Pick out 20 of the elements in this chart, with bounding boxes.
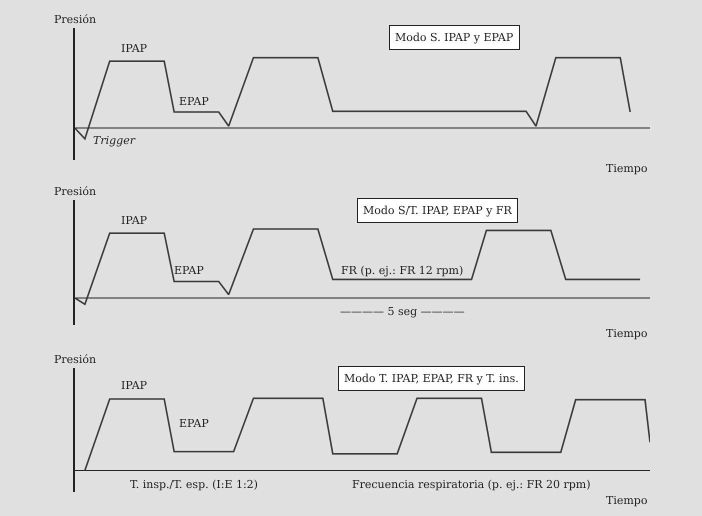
- x-axis-title: Tiempo: [606, 494, 648, 507]
- text: IPAP: [121, 379, 148, 392]
- annotation: EPAP: [179, 95, 210, 108]
- annotation: EPAP: [179, 417, 210, 430]
- annotation: FR (p. ej.: FR 12 rpm): [341, 264, 464, 277]
- chart-title: Modo T. IPAP, EPAP, FR y T. ins.: [344, 372, 519, 385]
- text: Frecuencia respiratoria (p. ej.: FR 20 rpm): [352, 478, 591, 491]
- text: T. insp./T. esp. (I:E 1:2): [130, 478, 258, 491]
- text: IPAP: [121, 214, 148, 227]
- text: ———— 5 seg ————: [340, 305, 465, 318]
- chart-title: Modo S. IPAP y EPAP: [395, 31, 514, 44]
- y-axis-title: Presión: [54, 353, 96, 366]
- y-axis-title: Presión: [54, 13, 96, 26]
- text: IPAP: [121, 42, 148, 55]
- x-axis-title: Tiempo: [606, 327, 648, 340]
- annotation: EPAP: [174, 264, 204, 277]
- x-axis-title: Tiempo: [606, 162, 648, 175]
- y-axis-title: Presión: [54, 185, 96, 198]
- chart-title: Modo S/T. IPAP, EPAP y FR: [363, 204, 512, 217]
- annotation: Trigger: [93, 134, 136, 147]
